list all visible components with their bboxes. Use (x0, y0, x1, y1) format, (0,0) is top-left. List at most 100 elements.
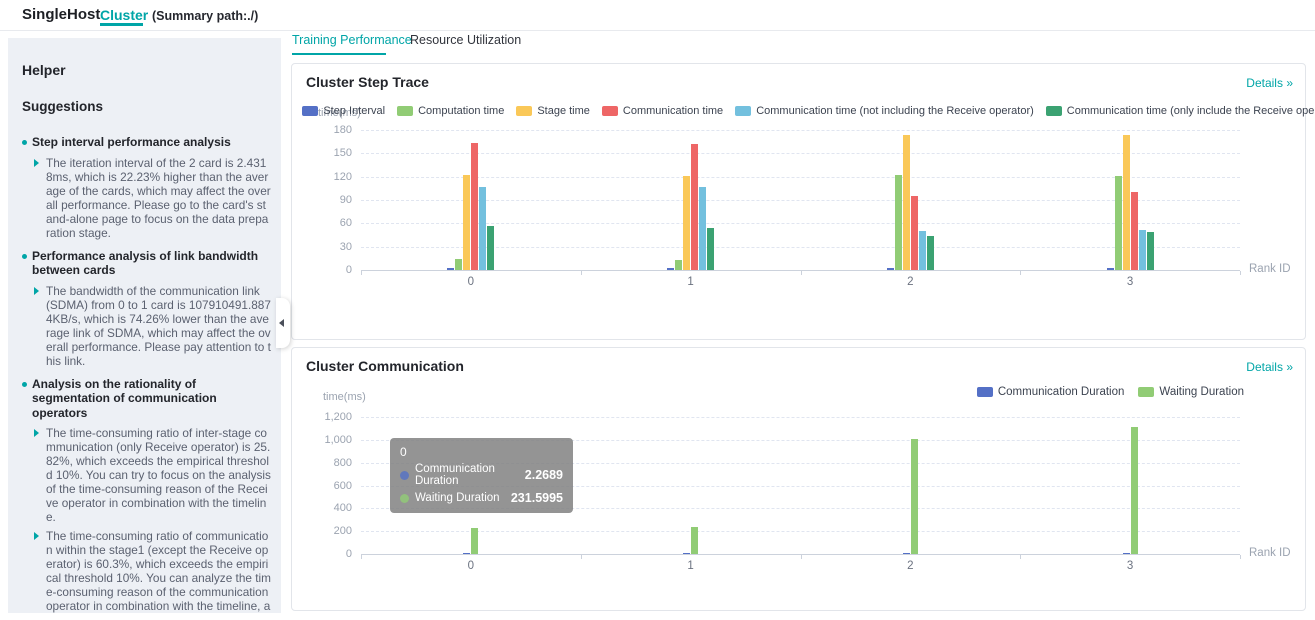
x-axis-name: Rank ID (1249, 547, 1291, 559)
legend-swatch (302, 106, 319, 116)
legend-label: Stage time (537, 105, 590, 117)
helper-title: Helper (22, 62, 66, 78)
bar (1130, 426, 1138, 554)
gridline (361, 439, 1240, 441)
axis-tick (1020, 555, 1022, 559)
series-dot-communication-duration (400, 470, 409, 480)
chart-legend: Communication Duration Waiting Duration (976, 386, 1244, 398)
legend-item[interactable]: Communication Duration (976, 386, 1125, 398)
bar (471, 527, 479, 554)
axis-tick (800, 271, 802, 275)
cluster-step-trace-card: Cluster Step Trace Details » time(ms) Ste… (291, 63, 1315, 340)
tab-training-performance[interactable]: Training Performance (292, 33, 412, 47)
legend-item[interactable]: Step Interval (302, 105, 385, 117)
bar (902, 553, 910, 554)
tooltip-row: Communication Duration 2.2689 (400, 463, 563, 487)
bar (675, 259, 683, 270)
tooltip-row: Waiting Duration 231.5995 (400, 491, 563, 505)
legend-label: Computation time (418, 105, 505, 117)
details-link-communication[interactable]: Details » (1246, 360, 1293, 374)
legend-swatch (397, 106, 414, 116)
chart-legend: Step Interval Computation time Stage time C… (302, 105, 1315, 117)
bullet-dot-icon (22, 253, 27, 259)
bar (910, 196, 918, 270)
suggestion-title-row: Step interval performance analysis (22, 135, 271, 150)
x-tick-label: 0 (467, 276, 475, 288)
step-trace-chart: time(ms) Step Interval Computation time Sta… (292, 64, 1315, 339)
bar (691, 144, 699, 270)
card-title-step-trace: Cluster Step Trace (306, 74, 429, 90)
y-tick-label: 60 (339, 217, 352, 230)
tooltip-label: Waiting Duration (415, 492, 500, 504)
suggestion-text: The iteration interval of the 2 card is … (46, 155, 271, 240)
nav-item-cluster[interactable]: Cluster (100, 7, 149, 23)
suggestion-item: The iteration interval of the 2 card is … (22, 156, 271, 240)
legend-item[interactable]: Communication time (601, 105, 723, 117)
double-arrow-icon: » (1286, 76, 1293, 90)
legend-item[interactable]: Communication time (only include the Rec… (1045, 105, 1315, 117)
bar (1130, 192, 1138, 270)
legend-swatch (735, 106, 752, 116)
bar (894, 175, 902, 270)
suggestion-section: Step interval performance analysis The it… (22, 135, 271, 240)
legend-item[interactable]: Computation time (397, 105, 504, 117)
legend-swatch (1138, 387, 1155, 397)
y-tick-label: 200 (333, 525, 352, 538)
y-tick-label: 400 (333, 502, 352, 515)
chart-tooltip: 0 Communication Duration 2.2689 Waiting … (390, 438, 573, 513)
cluster-communication-card: Cluster Communication Details » 0 Commun… (291, 347, 1306, 611)
arrow-right-icon (34, 532, 39, 540)
sidebar-collapse-handle[interactable] (276, 298, 290, 348)
top-navbar: SingleHost Cluster (Summary path:./) (0, 0, 1315, 31)
legend-item[interactable]: Communication time (not including the Re… (735, 105, 1034, 117)
legend-label: Communication time (only include the Rec… (1066, 105, 1315, 117)
suggestion-title-row: Analysis on the rationality of segmentat… (22, 377, 271, 421)
legend-swatch (976, 387, 993, 397)
x-axis-name: Rank ID (1249, 263, 1291, 275)
x-tick-label: 2 (907, 560, 914, 572)
gridline (361, 130, 1240, 131)
series-dot-waiting-duration (400, 493, 409, 503)
tooltip-value: 2.2689 (524, 468, 563, 482)
y-axis-name: time(ms) (323, 391, 366, 403)
double-arrow-icon: » (1286, 360, 1293, 374)
suggestion-title-row: Performance analysis of link bandwidth b… (22, 249, 271, 278)
arrow-right-icon (34, 429, 39, 437)
axis-tick (1240, 271, 1241, 275)
legend-label: Communication Duration (997, 386, 1125, 398)
tab-resource-utilization[interactable]: Resource Utilization (410, 33, 522, 47)
bar (463, 175, 471, 270)
axis-tick (1240, 555, 1241, 559)
gridline (361, 153, 1240, 155)
suggestions-list: Step interval performance analysis The it… (22, 135, 271, 613)
y-tick-label: 120 (333, 170, 352, 183)
y-tick-label: 90 (339, 194, 352, 206)
suggestion-item: The bandwidth of the communication link … (22, 284, 271, 368)
nav-item-singlehost[interactable]: SingleHost (22, 6, 101, 23)
bar (1122, 135, 1130, 270)
bar (683, 175, 691, 270)
bar (1146, 231, 1154, 270)
arrow-right-icon (34, 286, 39, 295)
bar (910, 438, 918, 554)
legend-label: Waiting Duration (1159, 386, 1244, 398)
legend-label: Step Interval (323, 105, 386, 117)
legend-item[interactable]: Stage time (516, 105, 590, 117)
suggestion-item: The time-consuming ratio of communicatio… (22, 529, 271, 613)
legend-item[interactable]: Waiting Duration (1138, 386, 1244, 398)
x-axis-line (361, 554, 1240, 555)
y-axis-name: time(ms) (318, 107, 361, 119)
bar (1138, 230, 1146, 270)
tooltip-value: 231.5995 (510, 491, 563, 505)
suggestion-section: Performance analysis of link bandwidth b… (22, 249, 271, 368)
bar (455, 259, 463, 270)
suggestion-title: Analysis on the rationality of segmentat… (32, 376, 217, 420)
axis-tick (361, 555, 362, 559)
bar (1114, 175, 1122, 270)
y-tick-label: 150 (333, 147, 352, 160)
details-link-step-trace[interactable]: Details » (1246, 76, 1293, 90)
x-tick-label: 3 (1126, 276, 1134, 288)
x-tick-label: 1 (687, 276, 694, 288)
bar (667, 268, 675, 270)
suggestion-section: Analysis on the rationality of segmentat… (22, 377, 271, 613)
